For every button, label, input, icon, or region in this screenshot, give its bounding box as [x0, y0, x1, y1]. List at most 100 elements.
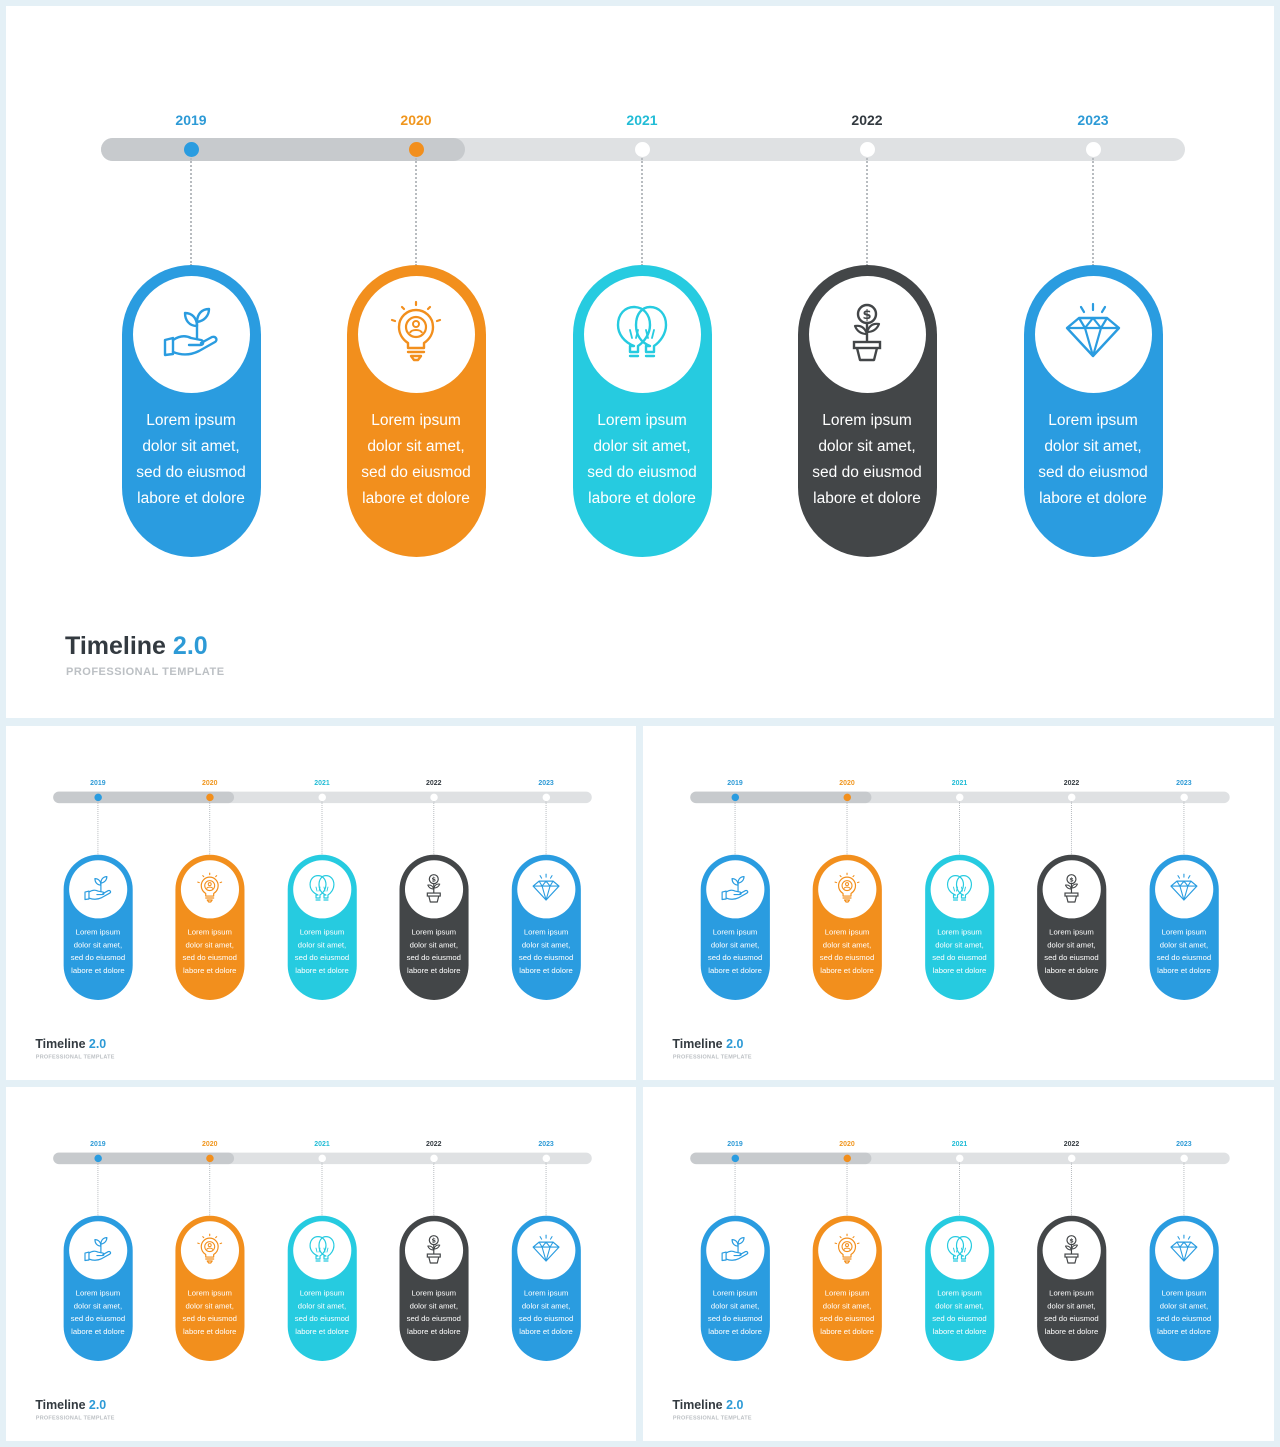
milestone-card-2019[interactable]: Lorem ipsum dolor sit amet, sed do eiusmod…: [63, 854, 133, 1000]
timeline-dot-2022[interactable]: [1067, 793, 1076, 802]
icon-badge: [517, 1221, 576, 1280]
connector-line: [958, 1162, 960, 1217]
year-label-2019: 2019: [175, 112, 207, 128]
timeline-dot-2020[interactable]: [205, 793, 214, 802]
year-label-2022: 2022: [1063, 778, 1080, 787]
lightbulb-person-icon: [831, 1233, 863, 1267]
milestone-card-2019[interactable]: Lorem ipsum dolor sit amet, sed do eiusmod…: [700, 854, 770, 1000]
description-line: labore et dolore: [182, 966, 237, 976]
description-line: Lorem ipsum: [824, 1288, 870, 1298]
timeline-dot-2021[interactable]: [318, 793, 326, 802]
description-line: dolor sit amet,: [297, 1301, 347, 1311]
description-line: Lorem ipsum: [1048, 412, 1138, 429]
milestone-card-2020[interactable]: Lorem ipsum dolor sit amet, sed do eiusmod…: [175, 1215, 245, 1361]
timeline-dot-2019[interactable]: [731, 1154, 739, 1163]
milestone-card-2023[interactable]: Lorem ipsum dolor sit amet, sed do eiusmod…: [1023, 265, 1163, 557]
year-label-2020: 2020: [400, 112, 432, 128]
description-line: sed do eiusmod: [819, 1314, 875, 1324]
milestone-card-2021[interactable]: Lorem ipsum dolor sit amet, sed do eiusmod…: [924, 854, 995, 1000]
timeline-dot-2023[interactable]: [1180, 793, 1188, 802]
timeline-dot-2022[interactable]: [430, 1154, 438, 1163]
description-line: dolor sit amet,: [935, 940, 984, 950]
year-label-2021: 2021: [951, 778, 968, 787]
timeline-progress-bar: [53, 791, 235, 804]
milestone-description: Lorem ipsum dolor sit amet, sed do eiusmod…: [1152, 1287, 1215, 1339]
milestone-card-2023[interactable]: Lorem ipsum dolor sit amet, sed do eiusmod…: [511, 854, 581, 1000]
money-plant-icon: $: [835, 300, 899, 369]
milestone-card-2023[interactable]: Lorem ipsum dolor sit amet, sed do eiusmod…: [1149, 854, 1219, 1000]
timeline-dot-2022[interactable]: [430, 793, 438, 802]
timeline-dot-2020[interactable]: [843, 793, 851, 802]
timeline-dot-2020[interactable]: [205, 1154, 214, 1163]
description-line: labore et dolore: [362, 490, 470, 507]
timeline-dot-2019[interactable]: [94, 1154, 102, 1163]
milestone-card-2022[interactable]: $ Lorem ipsum dolor sit amet, sed do eiusm…: [1036, 854, 1107, 1000]
timeline-dot-2023[interactable]: [542, 1154, 550, 1163]
year-label-2021: 2021: [314, 1139, 330, 1148]
description-line: labore et dolore: [932, 966, 987, 976]
milestone-card-2022[interactable]: $ Lorem ipsum dolor sit amet, sed do eiusm…: [1036, 1215, 1107, 1361]
connector-line: [97, 1162, 99, 1217]
title-version: 2.0: [726, 1037, 744, 1052]
description-line: labore et dolore: [820, 1327, 874, 1337]
milestone-card-2021[interactable]: Lorem ipsum dolor sit amet, sed do eiusmod…: [924, 1215, 995, 1361]
connector-line: [545, 1162, 547, 1217]
milestone-card-2023[interactable]: Lorem ipsum dolor sit amet, sed do eiusmod…: [511, 1215, 581, 1361]
description-line: Lorem ipsum: [299, 1288, 345, 1298]
slide-thumb-bottom-right[interactable]: 2019 Lorem ipsum dolor sit amet, sed do ei…: [643, 1087, 1274, 1441]
slide-thumb-bottom-left[interactable]: 2019 Lorem ipsum dolor sit amet, sed do ei…: [6, 1087, 636, 1441]
milestone-card-2020[interactable]: Lorem ipsum dolor sit amet, sed do eiusmod…: [812, 854, 882, 1000]
timeline-dot-2021[interactable]: [634, 142, 650, 157]
timeline-dot-2022[interactable]: [1067, 1154, 1076, 1163]
year-label-2019: 2019: [727, 778, 743, 787]
slide-title: Timeline 2.0: [65, 632, 208, 661]
timeline-dot-2023[interactable]: [1180, 1154, 1188, 1163]
title-version: 2.0: [726, 1398, 744, 1413]
connector-line: [866, 158, 868, 266]
icon-badge: [292, 1221, 352, 1280]
diamond-icon: [530, 872, 562, 906]
timeline-dot-2021[interactable]: [955, 793, 964, 802]
description-line: Lorem ipsum: [597, 412, 687, 429]
milestone-card-2020[interactable]: Lorem ipsum dolor sit amet, sed do eiusmod…: [346, 265, 486, 557]
milestone-description: Lorem ipsum dolor sit amet, sed do eiusmod…: [128, 408, 255, 512]
description-line: dolor sit amet,: [521, 1301, 571, 1311]
description-line: Lorem ipsum: [822, 412, 912, 429]
milestone-card-2019[interactable]: Lorem ipsum dolor sit amet, sed do eiusmod…: [63, 1215, 133, 1361]
description-line: Lorem ipsum: [146, 412, 236, 429]
timeline-dot-2020[interactable]: [843, 1154, 851, 1163]
milestone-card-2019[interactable]: Lorem ipsum dolor sit amet, sed do eiusmod…: [121, 265, 261, 557]
slide-main[interactable]: 2019 Lorem ipsum dolor sit amet, sed do ei…: [6, 6, 1274, 718]
milestone-card-2022[interactable]: $ Lorem ipsum dolor sit amet, sed do eiusm…: [797, 265, 937, 557]
milestone-card-2022[interactable]: $ Lorem ipsum dolor sit amet, sed do eiusm…: [399, 1215, 469, 1361]
timeline-dot-2023[interactable]: [1085, 142, 1101, 157]
description-line: Lorem ipsum: [712, 927, 758, 937]
timeline-dot-2019[interactable]: [94, 793, 102, 802]
timeline-dot-2023[interactable]: [542, 793, 550, 802]
milestone-card-2021[interactable]: Lorem ipsum dolor sit amet, sed do eiusmod…: [287, 854, 357, 1000]
milestone-card-2021[interactable]: Lorem ipsum dolor sit amet, sed do eiusmod…: [572, 265, 712, 557]
timeline-dot-2019[interactable]: [731, 793, 739, 802]
timeline-dot-2021[interactable]: [955, 1154, 964, 1163]
description-line: dolor sit amet,: [297, 940, 347, 950]
twin-bulbs-icon: [610, 300, 674, 369]
slide-thumb-top-left[interactable]: 2019 Lorem ipsum dolor sit amet, sed do ei…: [6, 726, 636, 1080]
milestone-card-2023[interactable]: Lorem ipsum dolor sit amet, sed do eiusmod…: [1149, 1215, 1219, 1361]
milestone-description: Lorem ipsum dolor sit amet, sed do eiusmod…: [815, 1287, 878, 1339]
slide-thumb-top-right[interactable]: 2019 Lorem ipsum dolor sit amet, sed do ei…: [643, 726, 1274, 1080]
lightbulb-person-icon: [831, 872, 863, 906]
timeline-dot-2019[interactable]: [183, 142, 199, 157]
timeline-dot-2021[interactable]: [318, 1154, 326, 1163]
milestone-card-2020[interactable]: Lorem ipsum dolor sit amet, sed do eiusmod…: [175, 854, 245, 1000]
milestone-card-2021[interactable]: Lorem ipsum dolor sit amet, sed do eiusmod…: [287, 1215, 357, 1361]
description-line: labore et dolore: [137, 490, 245, 507]
milestone-description: Lorem ipsum dolor sit amet, sed do eiusmod…: [579, 408, 706, 512]
timeline-dot-2020[interactable]: [408, 142, 424, 157]
milestone-card-2022[interactable]: $ Lorem ipsum dolor sit amet, sed do eiusm…: [399, 854, 469, 1000]
milestone-card-2020[interactable]: Lorem ipsum dolor sit amet, sed do eiusmod…: [812, 1215, 882, 1361]
timeline-dot-2022[interactable]: [859, 142, 875, 157]
money-plant-icon: $: [418, 1233, 450, 1267]
description-line: labore et dolore: [1039, 490, 1147, 507]
milestone-card-2019[interactable]: Lorem ipsum dolor sit amet, sed do eiusmod…: [700, 1215, 770, 1361]
description-line: sed do eiusmod: [70, 1314, 126, 1324]
